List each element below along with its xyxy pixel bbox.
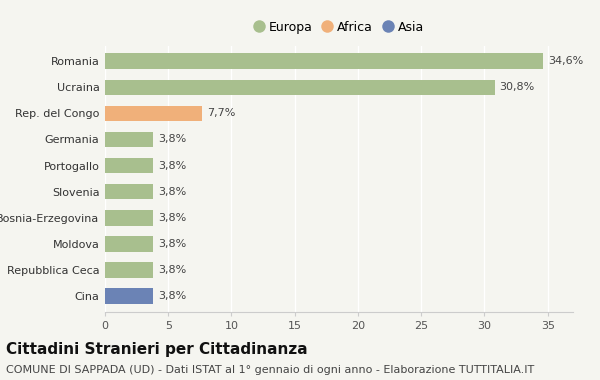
Text: Cittadini Stranieri per Cittadinanza: Cittadini Stranieri per Cittadinanza — [6, 342, 308, 357]
Legend: Europa, Africa, Asia: Europa, Africa, Asia — [254, 21, 425, 34]
Text: 3,8%: 3,8% — [158, 239, 187, 249]
Text: 34,6%: 34,6% — [548, 56, 583, 66]
Bar — [105, 262, 153, 278]
Text: 3,8%: 3,8% — [158, 213, 187, 223]
Text: 3,8%: 3,8% — [158, 161, 187, 171]
Bar — [105, 210, 153, 226]
Bar — [105, 79, 494, 95]
Text: COMUNE DI SAPPADA (UD) - Dati ISTAT al 1° gennaio di ogni anno - Elaborazione TU: COMUNE DI SAPPADA (UD) - Dati ISTAT al 1… — [6, 365, 534, 375]
Bar — [105, 288, 153, 304]
Bar — [105, 106, 202, 121]
Bar — [105, 158, 153, 173]
Text: 7,7%: 7,7% — [208, 108, 236, 119]
Text: 3,8%: 3,8% — [158, 135, 187, 144]
Bar — [105, 54, 542, 69]
Text: 3,8%: 3,8% — [158, 265, 187, 275]
Bar — [105, 131, 153, 147]
Text: 3,8%: 3,8% — [158, 187, 187, 196]
Bar — [105, 236, 153, 252]
Bar — [105, 184, 153, 200]
Text: 30,8%: 30,8% — [500, 82, 535, 92]
Text: 3,8%: 3,8% — [158, 291, 187, 301]
